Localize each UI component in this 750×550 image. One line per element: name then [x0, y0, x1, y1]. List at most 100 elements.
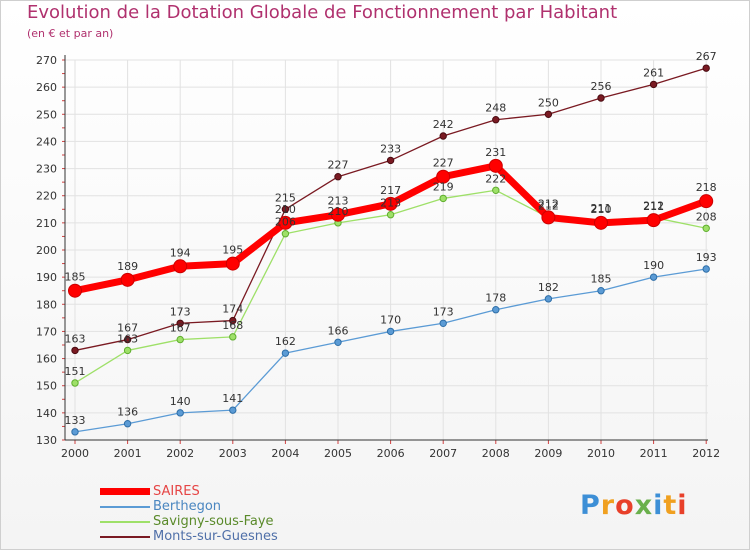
y-tick-label: 210	[36, 217, 57, 230]
legend-label: Monts-sur-Guesnes	[153, 529, 278, 544]
x-tick-label: 2006	[377, 447, 405, 460]
data-label: 173	[170, 305, 191, 318]
data-point	[702, 265, 710, 273]
data-label: 217	[380, 184, 401, 197]
data-point	[492, 116, 500, 124]
legend-label: Savigny-sous-Faye	[153, 514, 274, 529]
logo-letter: P	[580, 490, 601, 521]
data-point	[229, 316, 237, 325]
data-point	[281, 349, 290, 357]
data-point	[699, 194, 714, 209]
data-point	[229, 406, 237, 414]
legend-swatch	[100, 488, 150, 495]
data-label: 250	[538, 96, 559, 109]
data-label: 189	[117, 260, 138, 273]
y-tick-label: 220	[36, 190, 57, 203]
data-point	[229, 333, 237, 341]
data-point	[123, 335, 132, 344]
data-point	[386, 211, 395, 219]
x-tick-label: 2003	[219, 447, 247, 460]
y-tick-label: 260	[36, 81, 57, 94]
y-tick-label: 240	[36, 135, 57, 148]
data-label: 167	[170, 322, 191, 335]
data-label: 163	[65, 332, 86, 345]
data-point	[541, 210, 556, 225]
data-label: 190	[643, 259, 664, 272]
legend-item: SAIRES	[100, 484, 360, 499]
y-tick-label: 160	[36, 353, 57, 366]
data-point	[120, 272, 135, 287]
data-point	[383, 196, 398, 211]
data-point	[386, 156, 395, 165]
legend-label: SAIRES	[153, 484, 200, 499]
data-label: 215	[275, 191, 296, 204]
y-tick-label: 180	[36, 298, 57, 311]
data-point	[386, 327, 395, 336]
data-label: 185	[591, 273, 612, 286]
legend-item: Berthegon	[100, 499, 360, 514]
logo-letter: t	[663, 490, 678, 521]
legend-swatch	[100, 536, 150, 538]
y-tick-label: 250	[36, 108, 57, 121]
data-label: 163	[117, 332, 138, 345]
data-point	[281, 230, 290, 238]
x-tick-label: 2009	[534, 447, 562, 460]
data-label: 227	[328, 159, 349, 172]
data-point	[278, 215, 293, 230]
data-label: 210	[275, 203, 296, 216]
data-label: 218	[696, 181, 717, 194]
data-point	[492, 186, 500, 194]
data-point	[597, 287, 605, 295]
legend-item: Monts-sur-Guesnes	[100, 529, 360, 544]
data-label: 140	[170, 395, 191, 408]
data-label: 219	[433, 180, 454, 193]
data-label: 261	[643, 66, 664, 79]
x-tick-label: 2000	[61, 447, 89, 460]
data-label: 213	[380, 197, 401, 210]
data-point	[68, 283, 82, 298]
data-point	[544, 110, 553, 118]
data-label: 194	[170, 246, 191, 259]
data-label: 182	[538, 281, 559, 294]
data-point	[281, 205, 290, 213]
data-label: 167	[117, 322, 138, 335]
data-label: 170	[380, 313, 401, 326]
data-point	[334, 173, 342, 181]
legend-item: Savigny-sous-Faye	[100, 514, 360, 529]
data-label: 136	[117, 406, 138, 419]
data-point	[649, 80, 658, 89]
data-point	[594, 215, 608, 230]
data-point	[123, 420, 132, 428]
y-tick-label: 200	[36, 244, 57, 257]
data-label: 222	[485, 172, 506, 185]
logo-letter: i	[677, 490, 688, 521]
data-label: 208	[696, 210, 717, 223]
data-label: 168	[222, 319, 243, 332]
data-point	[173, 259, 188, 274]
data-point	[646, 213, 661, 228]
data-label: 248	[485, 102, 506, 115]
data-point	[649, 273, 658, 281]
data-label: 213	[328, 195, 349, 208]
data-point	[176, 409, 184, 417]
data-point	[597, 94, 605, 102]
x-tick-label: 2005	[324, 447, 352, 460]
data-point	[702, 224, 710, 232]
data-point	[436, 169, 451, 184]
data-point	[176, 335, 184, 344]
legend: SAIRES Berthegon Savigny-sous-Faye Monts-su…	[100, 484, 360, 544]
proxiti-logo: Proxiti	[580, 490, 688, 521]
logo-letter: i	[653, 490, 664, 521]
chart-subtitle: (en € et par an)	[27, 27, 114, 40]
data-label: 185	[65, 271, 86, 284]
data-label: 211	[643, 200, 664, 213]
data-label: 227	[433, 157, 454, 170]
x-tick-label: 2011	[640, 447, 668, 460]
data-label: 174	[222, 303, 243, 316]
data-point	[71, 379, 79, 387]
data-label: 267	[696, 50, 717, 63]
legend-label: Berthegon	[153, 499, 222, 514]
x-tick-label: 2010	[587, 447, 615, 460]
data-point	[439, 319, 447, 327]
